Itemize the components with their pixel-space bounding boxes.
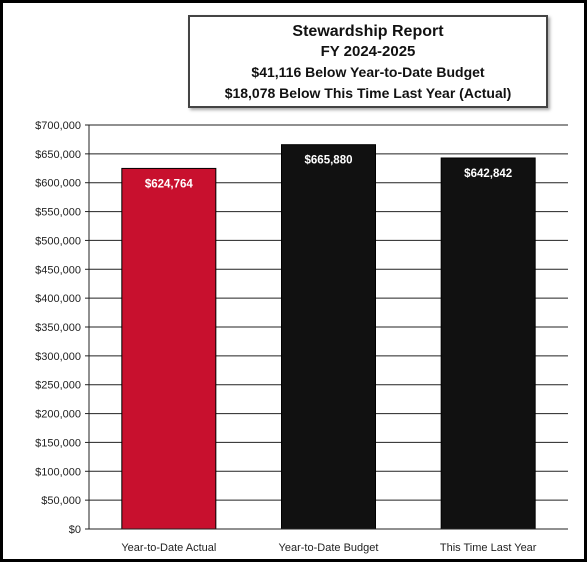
y-axis-ticks: $0 $50,000 $100,000 $150,000 $200,000 $250,00…	[35, 120, 89, 536]
y-tick-label: $200,000	[35, 409, 81, 421]
y-tick-label: $0	[69, 524, 81, 536]
bar-data-label: $642,842	[464, 168, 512, 180]
y-tick-label: $400,000	[35, 293, 81, 305]
chart-subtitle-fiscal-year: FY 2024-2025	[320, 43, 416, 60]
y-tick-label: $50,000	[41, 495, 81, 507]
bar	[121, 167, 217, 530]
y-tick-label: $500,000	[35, 235, 81, 247]
y-tick-label: $150,000	[35, 437, 81, 449]
y-tick-label: $300,000	[35, 351, 81, 363]
bar-data-label: $624,764	[145, 178, 194, 190]
chart-subtitle-last-year-variance: $18,078 Below This Time Last Year (Actua…	[224, 85, 512, 101]
x-axis-categories: Year-to-Date Actual Year-to-Date Budget Th…	[121, 542, 536, 554]
bar-data-label: $665,880	[305, 155, 353, 167]
x-category-label: Year-to-Date Budget	[279, 542, 379, 554]
y-tick-label: $550,000	[35, 207, 81, 219]
title-box: Stewardship Report FY 2024-2025 $41,116 …	[188, 15, 548, 108]
chart-title: Stewardship Report	[292, 23, 444, 40]
y-tick-label: $650,000	[35, 149, 81, 161]
y-tick-label: $600,000	[35, 178, 81, 190]
y-tick-label: $350,000	[35, 322, 81, 334]
bar-chart: $0 $50,000 $100,000 $150,000 $200,000 $250,00…	[35, 120, 568, 554]
bar	[281, 144, 376, 530]
bars: $624,764 $665,880 $642,842	[121, 144, 536, 530]
x-category-label: This Time Last Year	[440, 542, 537, 554]
x-category-label: Year-to-Date Actual	[121, 542, 216, 554]
bar	[440, 157, 536, 530]
y-tick-label: $250,000	[35, 380, 81, 392]
chart-subtitle-budget-variance: $41,116 Below Year-to-Date Budget	[251, 64, 485, 80]
y-tick-label: $450,000	[35, 264, 81, 276]
y-tick-label: $700,000	[35, 120, 81, 132]
y-tick-label: $100,000	[35, 466, 81, 478]
